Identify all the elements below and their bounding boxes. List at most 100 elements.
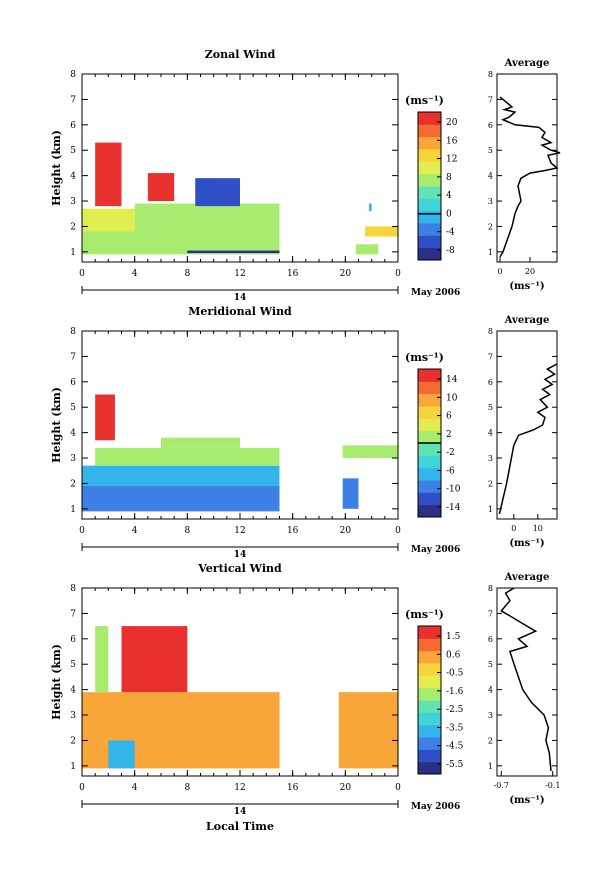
colorbar-tick-label: 12 bbox=[446, 155, 457, 165]
average-x-tick-label: 0 bbox=[497, 267, 502, 276]
data-cell bbox=[342, 478, 359, 509]
y-tick-label: 1 bbox=[70, 762, 76, 772]
x-axis-label: Local Time bbox=[206, 820, 274, 833]
colorbar-tick-label: -3.5 bbox=[446, 723, 464, 733]
date-label: 14 bbox=[234, 293, 247, 303]
panel-title: Zonal Wind bbox=[205, 48, 276, 61]
y-tick-label: 3 bbox=[70, 454, 76, 464]
x-tick-label: 16 bbox=[287, 783, 299, 793]
y-tick-label: 7 bbox=[70, 609, 76, 619]
colorbar-swatch bbox=[418, 626, 441, 639]
average-y-tick-label: 3 bbox=[488, 454, 493, 463]
colorbar-tick-label: -6 bbox=[446, 466, 455, 476]
y-tick-label: 5 bbox=[70, 660, 76, 670]
colorbar-swatch bbox=[418, 443, 441, 456]
average-y-tick-label: 3 bbox=[488, 711, 493, 720]
average-y-tick-label: 8 bbox=[488, 327, 493, 336]
colorbar-tick-label: -14 bbox=[446, 503, 461, 513]
average-y-tick-label: 5 bbox=[488, 403, 493, 412]
data-cell bbox=[195, 178, 240, 207]
average-y-tick-label: 4 bbox=[488, 429, 493, 438]
colorbar-tick-label: 1.5 bbox=[446, 632, 461, 642]
data-cell bbox=[187, 250, 280, 254]
colorbar-unit: (ms⁻¹) bbox=[405, 94, 444, 107]
average-y-tick-label: 6 bbox=[488, 121, 493, 130]
colorbar-swatch bbox=[418, 136, 441, 150]
data-cell bbox=[82, 231, 280, 255]
colorbar-swatch bbox=[418, 700, 441, 713]
x-tick-label: 20 bbox=[340, 526, 352, 536]
colorbar-swatch bbox=[418, 198, 441, 212]
data-cell bbox=[95, 394, 115, 441]
colorbar-tick-label: -8 bbox=[446, 246, 455, 256]
average-title: Average bbox=[504, 315, 550, 326]
colorbar-tick-label: -4 bbox=[446, 228, 455, 238]
x-tick-label: 12 bbox=[234, 269, 245, 279]
colorbar-swatch bbox=[418, 418, 441, 432]
data-cell bbox=[108, 740, 135, 769]
average-y-tick-label: 2 bbox=[488, 736, 493, 745]
colorbar-swatch bbox=[418, 675, 441, 689]
month-label: May 2006 bbox=[411, 802, 460, 812]
y-tick-label: 3 bbox=[70, 711, 76, 721]
colorbar-tick-label: -4.5 bbox=[446, 742, 464, 752]
data-cell bbox=[95, 447, 280, 466]
colorbar-tick-label: -1.6 bbox=[446, 687, 464, 697]
colorbar-swatch bbox=[418, 393, 441, 407]
colorbar-swatch bbox=[418, 210, 441, 224]
average-y-tick-label: 4 bbox=[488, 686, 493, 695]
average-y-tick-label: 5 bbox=[488, 660, 493, 669]
average-y-tick-label: 6 bbox=[488, 378, 493, 387]
average-y-tick-label: 6 bbox=[488, 635, 493, 644]
data-cell bbox=[342, 445, 398, 459]
colorbar-unit: (ms⁻¹) bbox=[405, 608, 444, 621]
y-tick-label: 4 bbox=[70, 686, 76, 696]
y-tick-label: 4 bbox=[70, 429, 76, 439]
colorbar-unit: (ms⁻¹) bbox=[405, 351, 444, 364]
y-tick-label: 8 bbox=[70, 70, 76, 80]
data-cell bbox=[134, 203, 280, 232]
average-title: Average bbox=[504, 572, 550, 583]
average-y-tick-label: 2 bbox=[488, 222, 493, 231]
average-profile-line bbox=[499, 96, 561, 258]
x-tick-label: 4 bbox=[132, 526, 138, 536]
colorbar-swatch bbox=[418, 687, 441, 701]
data-cell bbox=[365, 226, 398, 237]
x-tick-label: 0 bbox=[395, 783, 401, 793]
y-tick-label: 8 bbox=[70, 584, 76, 594]
x-tick-label: 0 bbox=[79, 783, 85, 793]
x-tick-label: 12 bbox=[234, 526, 245, 536]
colorbar-tick-label: 0 bbox=[446, 209, 452, 219]
x-tick-label: 0 bbox=[395, 526, 401, 536]
panel-title: Vertical Wind bbox=[197, 562, 282, 575]
average-unit: (ms⁻¹) bbox=[509, 538, 544, 549]
data-cell bbox=[82, 208, 135, 232]
x-tick-label: 20 bbox=[340, 269, 352, 279]
colorbar-swatch bbox=[418, 430, 441, 444]
colorbar-swatch bbox=[418, 173, 441, 187]
colorbar-swatch bbox=[418, 381, 441, 395]
colorbar-swatch bbox=[418, 467, 441, 481]
x-tick-label: 8 bbox=[184, 526, 190, 536]
data-cell bbox=[82, 485, 280, 512]
average-profile-line bbox=[500, 587, 552, 771]
average-x-tick-label: 20 bbox=[525, 267, 535, 276]
average-x-tick-label: -0.1 bbox=[545, 781, 560, 790]
colorbar-swatch bbox=[418, 761, 441, 775]
y-tick-label: 2 bbox=[70, 479, 76, 489]
colorbar-swatch bbox=[418, 235, 441, 249]
y-tick-label: 3 bbox=[70, 197, 76, 207]
colorbar-swatch bbox=[418, 480, 441, 493]
colorbar-tick-label: 16 bbox=[446, 136, 458, 146]
colorbar-tick-label: 14 bbox=[446, 375, 458, 385]
y-axis-label: Height (km) bbox=[50, 130, 63, 206]
colorbar-frame bbox=[417, 111, 442, 261]
data-cell bbox=[161, 437, 240, 448]
colorbar-swatch bbox=[418, 663, 441, 676]
average-unit: (ms⁻¹) bbox=[509, 281, 544, 292]
x-tick-label: 4 bbox=[132, 783, 138, 793]
average-y-tick-label: 1 bbox=[488, 762, 493, 771]
colorbar-frame bbox=[417, 625, 442, 775]
colorbar-swatch bbox=[418, 112, 441, 125]
data-cell bbox=[355, 244, 379, 255]
